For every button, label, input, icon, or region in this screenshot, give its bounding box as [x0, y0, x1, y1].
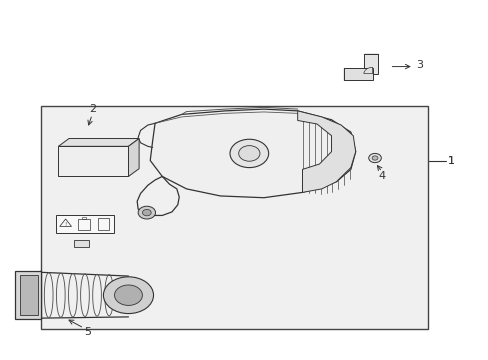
Circle shape — [229, 139, 268, 168]
Circle shape — [114, 285, 142, 305]
Polygon shape — [150, 109, 355, 198]
Text: 3: 3 — [415, 60, 422, 70]
Polygon shape — [58, 146, 128, 176]
Text: 2: 2 — [88, 104, 96, 114]
Text: 1: 1 — [447, 156, 454, 166]
Polygon shape — [297, 111, 355, 192]
Bar — [81, 217, 86, 219]
Bar — [20, 275, 38, 315]
Text: !: ! — [64, 222, 67, 227]
Bar — [78, 219, 90, 230]
Bar — [41, 105, 427, 329]
Bar — [74, 239, 89, 247]
Bar — [15, 271, 41, 319]
Text: 4: 4 — [378, 171, 385, 181]
Text: 5: 5 — [84, 327, 91, 337]
Circle shape — [103, 277, 153, 314]
Circle shape — [238, 145, 260, 161]
Circle shape — [371, 156, 377, 160]
Circle shape — [142, 210, 151, 216]
Polygon shape — [128, 139, 139, 176]
FancyBboxPatch shape — [56, 215, 114, 233]
Polygon shape — [343, 68, 372, 80]
Circle shape — [138, 206, 155, 219]
Circle shape — [368, 153, 381, 163]
Wedge shape — [363, 67, 372, 74]
Text: 1: 1 — [447, 156, 454, 166]
Polygon shape — [363, 54, 378, 74]
Bar — [97, 218, 109, 230]
Polygon shape — [58, 139, 139, 146]
